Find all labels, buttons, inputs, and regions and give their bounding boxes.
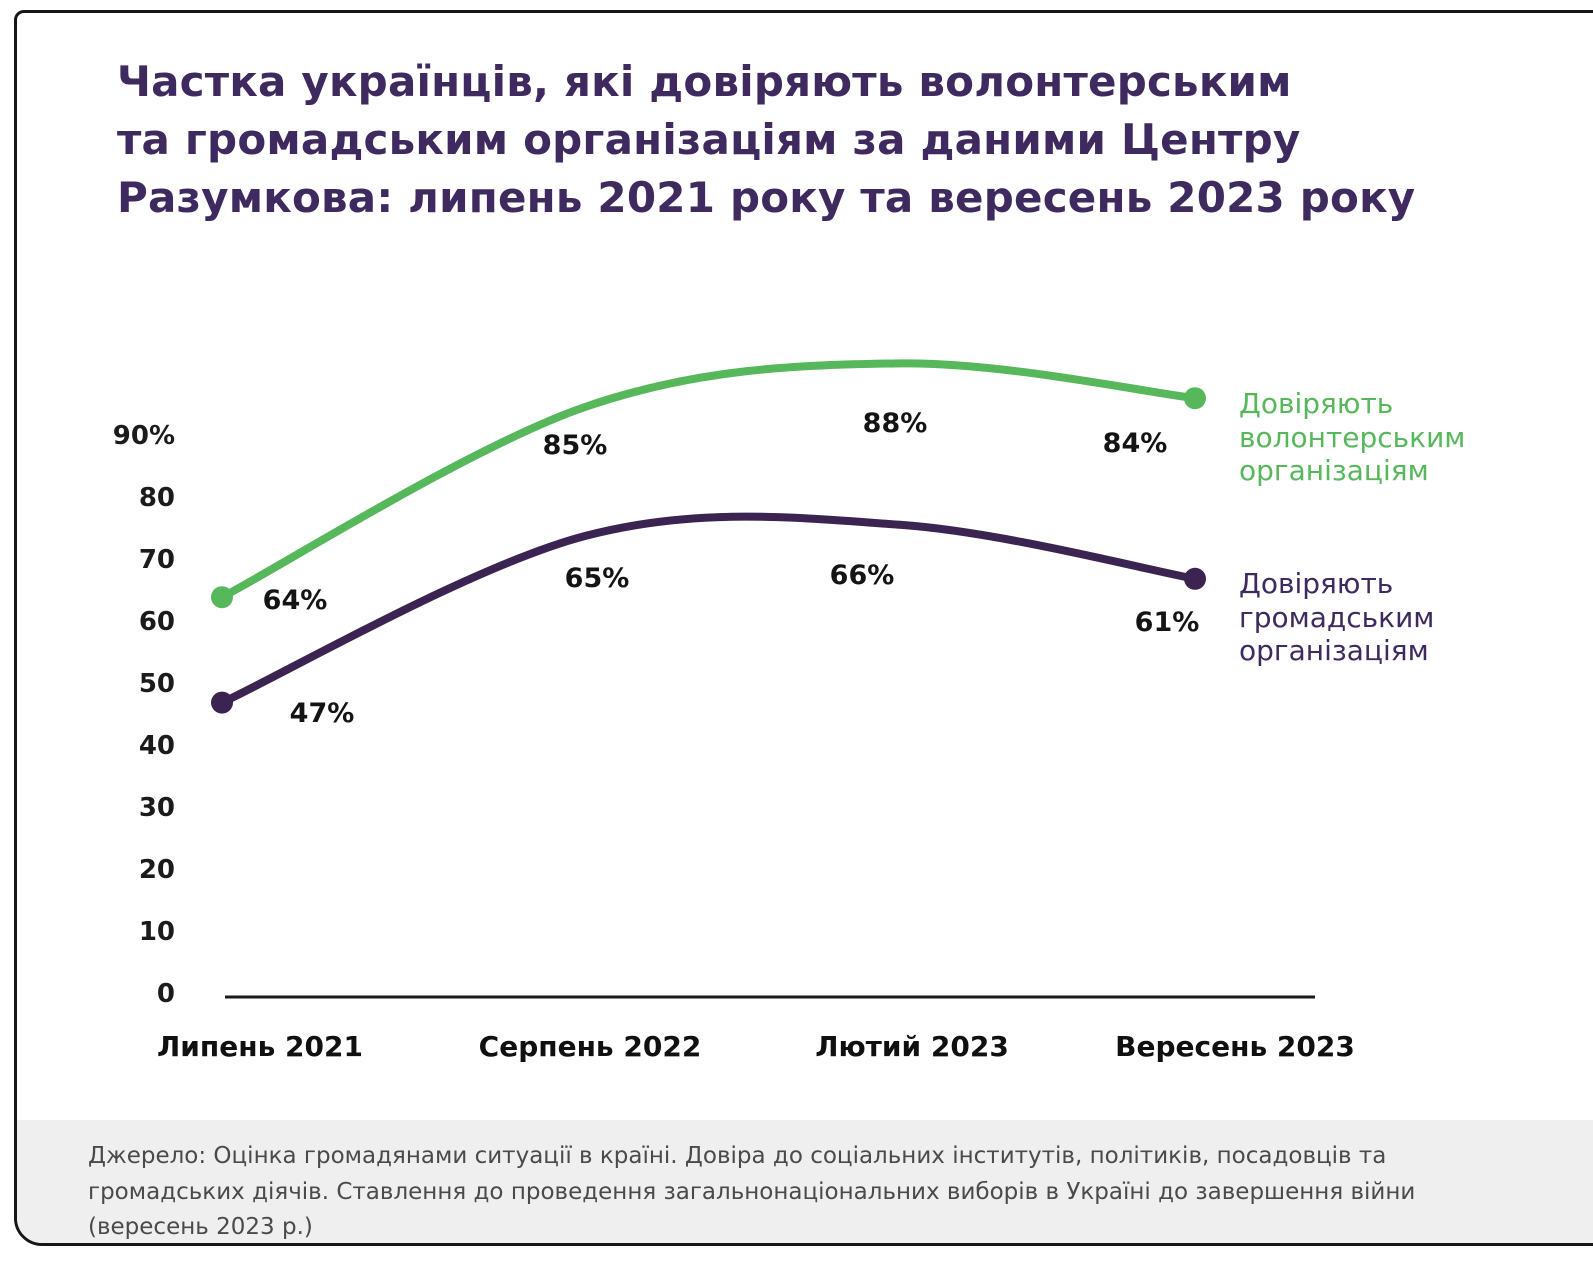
y-axis-tick-label: 20 [138,855,175,885]
chart-canvas [211,359,1315,999]
y-axis-tick-label: 80 [138,483,175,513]
source-text: Джерело: Оцінка громадянами ситуації в к… [88,1143,1416,1241]
data-point-label: 64% [262,585,328,617]
x-axis-tick-label: Серпень 2022 [478,1030,702,1063]
x-axis-tick-label: Лютий 2023 [815,1030,1009,1063]
legend-civic-organizations: Довіряють громадським організаціям [1239,567,1435,668]
y-axis-tick-label: 30 [138,793,175,823]
y-axis-tick-label: 90% [112,421,175,451]
data-point-label: 61% [1134,606,1200,638]
data-point-label: 84% [1102,428,1168,460]
y-axis-tick-label: 70 [138,545,175,575]
y-axis-tick-label: 50 [138,669,175,699]
x-axis-tick-label: Вересень 2023 [1115,1030,1355,1063]
volunteer-trust-line [218,359,1199,602]
source-footer: Джерело: Оцінка громадянами ситуації в к… [17,1120,1593,1243]
card-frame: Частка українців, які довіряють волонтер… [14,10,1593,1246]
y-axis-tick-label: 10 [138,917,175,947]
data-point-marker [1184,387,1206,410]
y-axis-tick-label: 40 [138,731,175,761]
trust-line-chart: Довіряють волонтерським організаціям Дов… [17,13,1593,1243]
x-axis-tick-label: Липень 2021 [157,1030,363,1063]
chart-title: Частка українців, які довіряють волонтер… [117,57,1416,222]
data-point-label: 47% [289,697,355,729]
y-axis-tick-label: 60 [138,607,175,637]
data-point-label: 88% [862,408,928,440]
data-point-label: 85% [542,430,608,461]
legend-volunteer-organizations: Довіряють волонтерським організаціям [1239,387,1466,488]
data-point-label: 66% [829,559,895,591]
y-axis-tick-label: 0 [156,979,175,1009]
data-point-label: 65% [564,563,630,594]
data-point-marker [211,586,233,609]
data-point-marker [1184,567,1206,590]
civic-trust-line [218,512,1199,707]
data-point-marker [211,691,233,714]
